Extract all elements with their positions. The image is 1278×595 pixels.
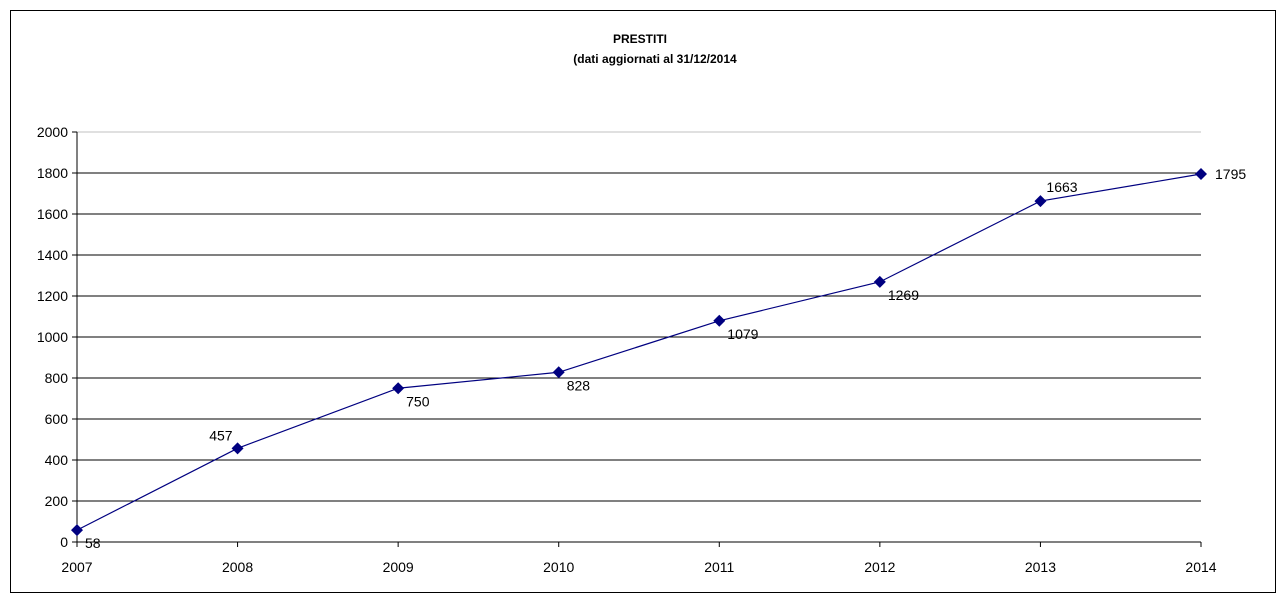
data-label-2010: 828 xyxy=(567,377,591,393)
grid xyxy=(77,131,1201,502)
data-point-2010 xyxy=(552,366,565,379)
y-tick-label-0: 0 xyxy=(60,534,68,550)
data-point-2012 xyxy=(873,275,886,288)
data-point-2014 xyxy=(1195,168,1207,181)
x-tick-label-2008: 2008 xyxy=(222,559,253,575)
data-label-2013: 1663 xyxy=(1046,179,1077,195)
x-tick-label-2012: 2012 xyxy=(864,559,895,575)
data-label-2012: 1269 xyxy=(888,287,919,303)
x-tick-label-2011: 2011 xyxy=(704,559,734,575)
chart-frame xyxy=(10,10,1276,593)
data-point-2008 xyxy=(231,442,244,455)
data-point-2013 xyxy=(1034,195,1047,208)
y-tick-label-1200: 1200 xyxy=(37,288,68,304)
y-tick-label-200: 200 xyxy=(45,493,69,509)
y-tick-label-1800: 1800 xyxy=(37,165,68,181)
data-point-2007 xyxy=(71,524,83,537)
chart-title: PRESTITI xyxy=(613,32,667,46)
x-tick-label-2014: 2014 xyxy=(1185,559,1216,575)
y-tick-label-400: 400 xyxy=(45,452,69,468)
y-tick-label-1600: 1600 xyxy=(37,206,68,222)
data-labels: 58 457 750 828 1079 1269 1663 1795 xyxy=(85,166,1246,551)
x-tick-label-2013: 2013 xyxy=(1025,559,1056,575)
y-tick-label-1000: 1000 xyxy=(37,329,68,345)
data-label-2011: 1079 xyxy=(727,326,758,342)
data-label-2009: 750 xyxy=(406,393,430,409)
y-tick-label-800: 800 xyxy=(45,370,69,386)
y-tick-label-600: 600 xyxy=(45,411,69,427)
x-tick-label-2007: 2007 xyxy=(61,559,92,575)
y-tick-label-2000: 2000 xyxy=(37,124,68,140)
x-tick-label-2009: 2009 xyxy=(383,559,414,575)
x-tick-label-2010: 2010 xyxy=(543,559,574,575)
y-ticks: 0 200 400 600 800 1000 1200 1400 1600 1800 2000 xyxy=(37,124,77,550)
chart-subtitle: (dati aggiornati al 31/12/2014 xyxy=(573,52,737,66)
data-point-2011 xyxy=(713,314,726,327)
data-point-2009 xyxy=(392,382,405,395)
data-label-2007: 58 xyxy=(85,535,101,551)
series-line xyxy=(76,173,1202,531)
x-ticks: 2007 2008 2009 2010 2011 2012 2013 2014 xyxy=(61,542,1217,575)
data-label-2014: 1795 xyxy=(1215,166,1246,182)
series xyxy=(71,168,1207,537)
data-label-2008: 457 xyxy=(209,427,233,443)
y-tick-label-1400: 1400 xyxy=(37,247,68,263)
